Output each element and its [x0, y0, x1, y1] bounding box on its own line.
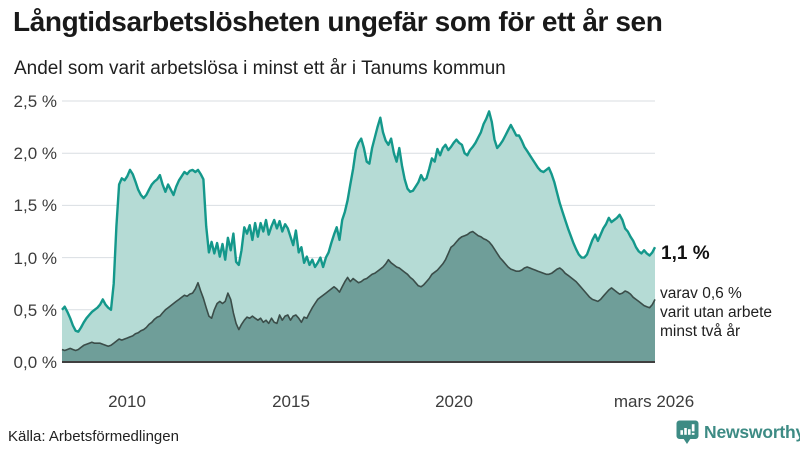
- page-title: Långtidsarbetslösheten ungefär som för e…: [13, 6, 663, 37]
- annotation-line: minst två år: [660, 323, 741, 340]
- newsworthy-chart-bubble-icon: [676, 420, 699, 445]
- x-tick-label: 2015: [272, 392, 310, 411]
- annotation-line: varit utan arbete: [660, 304, 773, 321]
- x-tick-label: 2020: [435, 392, 473, 411]
- newsworthy-logo: Newsworthy: [676, 420, 800, 445]
- secondary-series-annotation: varav 0,6 % varit utan arbete minst två …: [660, 284, 772, 341]
- y-tick-label: 0,0 %: [13, 353, 57, 372]
- y-tick-label: 1,5 %: [13, 196, 57, 215]
- annotation-line: varav 0,6 %: [660, 285, 742, 302]
- x-tick-label: 2010: [108, 392, 146, 411]
- x-tick-label: mars 2026: [613, 392, 695, 411]
- y-tick-label: 2,0 %: [13, 144, 57, 163]
- page-subtitle: Andel som varit arbetslösa i minst ett å…: [14, 58, 506, 79]
- y-tick-label: 1,0 %: [13, 249, 57, 268]
- end-value-label: 1,1 %: [661, 243, 710, 264]
- y-tick-label: 0,5 %: [13, 301, 57, 320]
- newsworthy-logo-text: Newsworthy: [704, 422, 800, 442]
- y-tick-label: 2,5 %: [13, 92, 57, 111]
- source-credit: Källa: Arbetsförmedlingen: [8, 428, 179, 445]
